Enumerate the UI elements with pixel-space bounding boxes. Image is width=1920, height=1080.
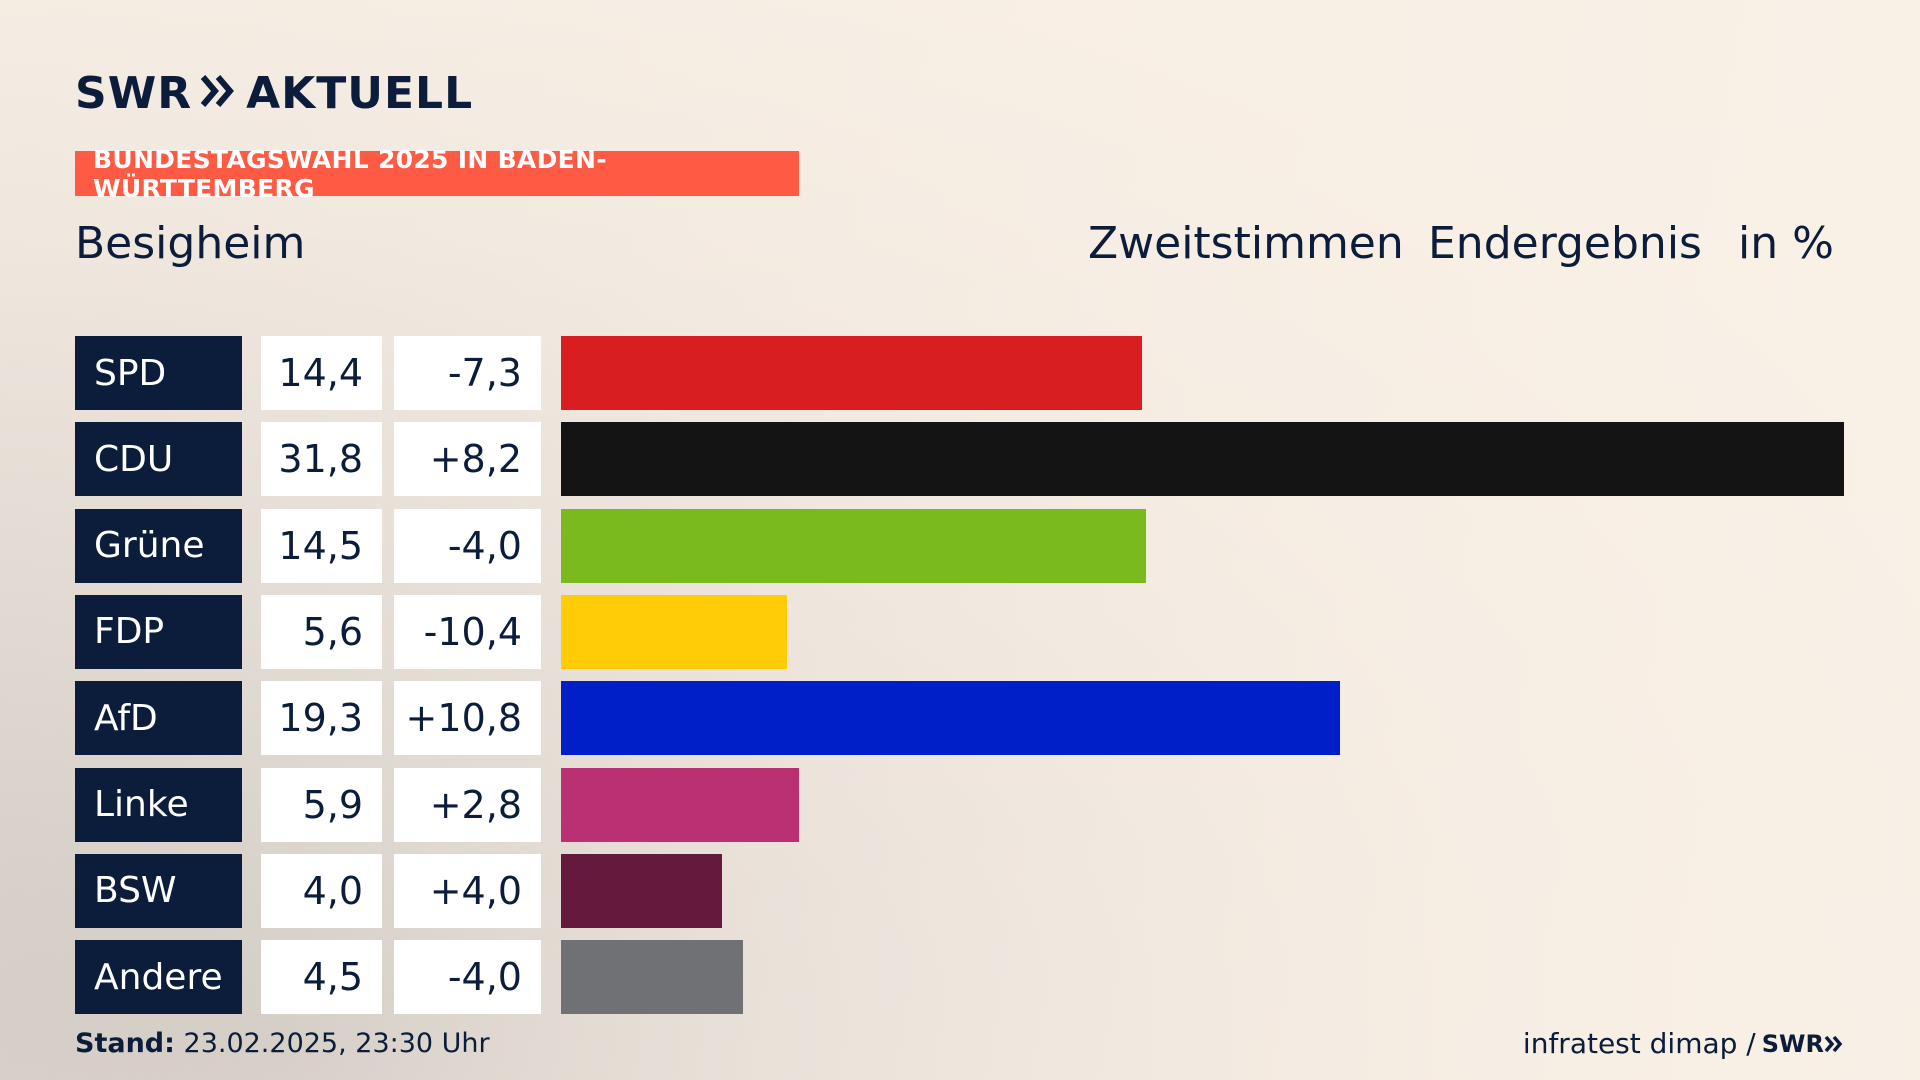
diff-label: +4,0 — [394, 853, 541, 928]
logo-swr-text: SWR — [75, 67, 193, 119]
source-text: infratest dimap / — [1522, 1027, 1756, 1060]
diff-label: +2,8 — [394, 767, 541, 842]
election-tag: BUNDESTAGSWAHL 2025 IN BADEN-WÜRTTEMBERG — [75, 145, 799, 203]
constituency-title: Besigheim — [75, 218, 306, 269]
diff-label: -4,0 — [394, 508, 541, 583]
double-chevron-icon — [200, 74, 236, 112]
value-label: 14,4 — [261, 336, 382, 410]
bar — [561, 853, 723, 928]
status-label: Endergebnis — [1428, 218, 1702, 269]
swr-small-logo: SWR — [1762, 1030, 1844, 1058]
logo-aktuell-text: AKTUELL — [246, 67, 474, 119]
diff-label: -4,0 — [394, 940, 541, 1015]
bar — [561, 940, 743, 1015]
bar — [561, 594, 787, 669]
diff-label: -7,3 — [394, 336, 541, 410]
party-label: BSW — [75, 853, 242, 928]
value-label: 5,9 — [261, 767, 382, 842]
value-label: 31,8 — [261, 422, 382, 497]
diff-label: +8,2 — [394, 422, 541, 497]
party-label: SPD — [75, 336, 242, 410]
diff-label: +10,8 — [394, 681, 541, 756]
swr-aktuell-logo: SWR AKTUELL — [75, 67, 474, 119]
bar — [561, 508, 1147, 583]
party-label: Grüne — [75, 508, 242, 583]
value-label: 14,5 — [261, 508, 382, 583]
value-label: 4,5 — [261, 940, 382, 1015]
diff-label: -10,4 — [394, 594, 541, 669]
party-label: AfD — [75, 681, 242, 756]
value-label: 19,3 — [261, 681, 382, 756]
bar — [561, 767, 800, 842]
bar — [561, 336, 1142, 410]
small-double-chevron-icon — [1824, 1035, 1843, 1052]
unit-label: in % — [1738, 218, 1834, 269]
party-label: Andere — [75, 940, 242, 1015]
party-label: Linke — [75, 767, 242, 842]
value-label: 4,0 — [261, 853, 382, 928]
party-label: FDP — [75, 594, 242, 669]
source-credit: infratest dimap / SWR — [1523, 1027, 1844, 1060]
vote-type-label: Zweitstimmen — [1088, 218, 1404, 269]
bar — [561, 422, 1844, 497]
bar — [561, 681, 1340, 756]
stand-value: 23.02.2025, 23:30 Uhr — [183, 1028, 490, 1059]
stand-label: Stand: — [75, 1028, 175, 1059]
party-label: CDU — [75, 422, 242, 497]
timestamp: Stand: 23.02.2025, 23:30 Uhr — [75, 1028, 490, 1059]
value-label: 5,6 — [261, 594, 382, 669]
small-logo-text: SWR — [1761, 1029, 1824, 1058]
